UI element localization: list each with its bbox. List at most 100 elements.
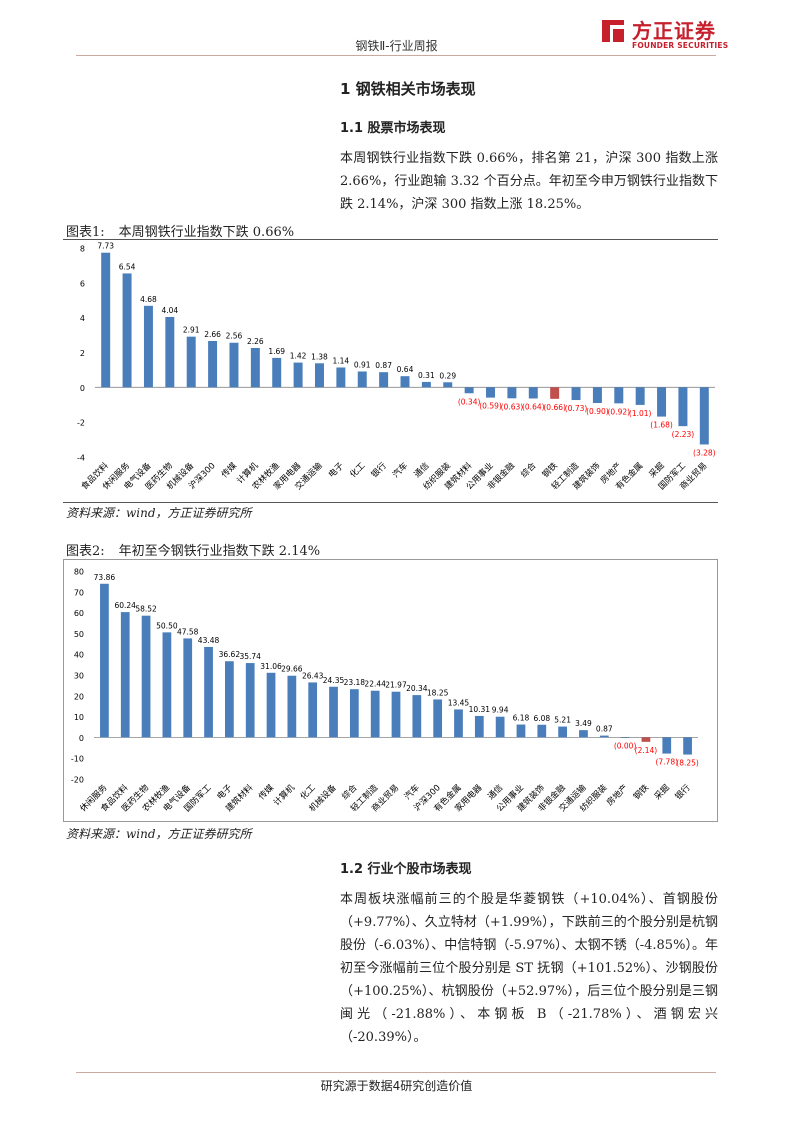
data-label: 0.91 [354, 360, 371, 369]
figure-2-source: 资料来源：wind，方正证券研究所 [66, 827, 252, 841]
y-tick-label: 20 [74, 692, 84, 701]
x-tick-label: 化工 [348, 460, 368, 480]
bar-轻工制造 [571, 387, 581, 401]
bar-建筑装饰 [537, 724, 547, 738]
data-label: 0.29 [439, 371, 456, 380]
y-tick-label: 80 [74, 568, 84, 577]
data-label: 73.86 [94, 573, 116, 582]
data-label: 6.08 [533, 714, 550, 723]
bar-建筑材料 [464, 387, 474, 394]
bar-钢铁 [550, 387, 560, 399]
footer-slogan: 研究源于数据4研究创造价值 [320, 1079, 473, 1093]
bar-计算机 [287, 675, 297, 738]
data-label: 22.44 [364, 680, 386, 689]
figure-1-bottom-rule [63, 502, 718, 503]
figure-1-label: 图表1: [66, 225, 105, 240]
data-label: 1.14 [333, 356, 350, 365]
data-label: 21.97 [385, 681, 407, 690]
bar-公用事业 [486, 387, 496, 398]
data-label: 1.69 [268, 347, 285, 356]
bar-公用事业 [516, 724, 526, 738]
bar-农林牧渔 [162, 632, 172, 738]
y-tick-label: 40 [74, 651, 84, 660]
data-label: 7.73 [97, 242, 114, 251]
bar-沪深300 [208, 341, 218, 388]
bar-家用电器 [293, 362, 303, 388]
data-label: 2.56 [226, 332, 243, 341]
bar-建筑装饰 [592, 387, 602, 404]
figure-2-label: 图表2: [66, 544, 105, 559]
data-label: (0.73) [565, 404, 588, 413]
bar-轻工制造 [370, 690, 380, 738]
section-1-heading: 1 钢铁相关市场表现 [340, 80, 476, 98]
bar-沪深300 [433, 699, 443, 738]
section-1-2-paragraph: 本周板块涨幅前三的个股是华菱钢铁（+10.04%）、首钢股份（+9.77%）、久… [340, 892, 718, 1045]
y-tick-label: 10 [74, 713, 84, 722]
data-label: (0.63) [501, 402, 524, 411]
data-label: 4.68 [140, 295, 157, 304]
data-label: 6.54 [119, 262, 136, 271]
data-label: (0.66) [543, 403, 566, 412]
bar-休闲服务 [100, 583, 109, 738]
bar-电气设备 [143, 305, 153, 388]
data-label: 2.26 [247, 337, 264, 346]
x-tick-label: 采掘 [652, 782, 672, 802]
data-label: (3.28) [693, 448, 716, 457]
bar-综合 [528, 387, 538, 399]
bar-银行 [683, 737, 692, 755]
data-label: (7.78) [655, 758, 678, 767]
data-label: 58.52 [135, 605, 157, 614]
data-label: 1.38 [311, 352, 328, 361]
footer-divider [76, 1072, 716, 1073]
bar-电子 [225, 661, 234, 738]
bar-有色金属 [635, 387, 645, 405]
data-label: (0.90) [586, 407, 609, 416]
data-label: 0.87 [375, 361, 392, 370]
data-label: 60.24 [114, 601, 136, 610]
bar-食品饮料 [120, 612, 130, 738]
data-label: 26.43 [302, 671, 324, 680]
logo-mark-icon [602, 20, 624, 42]
data-label: (0.59) [479, 402, 502, 411]
bar-商业贸易 [699, 387, 709, 445]
y-tick-label: 4 [80, 314, 85, 323]
data-label: (0.00) [614, 741, 637, 750]
bar-汽车 [400, 376, 410, 388]
x-tick-label: 钢铁 [631, 782, 651, 802]
section-1-1-paragraph: 本周钢铁行业指数下跌 0.66%，排名第 21，沪深 300 指数上涨 2.66… [340, 151, 718, 212]
figure-2-caption: 图表2: 年初至今钢铁行业指数下跌 2.14% [66, 540, 320, 559]
figure-1-caption: 图表1: 本周钢铁行业指数下跌 0.66% [66, 221, 294, 240]
data-label: 2.91 [183, 326, 200, 335]
data-label: 35.74 [239, 652, 261, 661]
figure-1-top-rule [63, 239, 718, 240]
data-label: (0.92) [608, 407, 631, 416]
bar-农林牧渔 [272, 357, 282, 388]
bar-电子 [336, 367, 346, 388]
y-tick-label: -4 [77, 454, 85, 463]
bar-交通运输 [314, 363, 324, 388]
y-tick-label: 70 [74, 588, 84, 597]
y-tick-label: 30 [74, 672, 84, 681]
x-tick-label: 汽车 [390, 460, 410, 480]
data-label: 1.42 [290, 352, 307, 361]
bar-纺织服装 [443, 382, 453, 388]
data-label: (1.68) [650, 421, 673, 430]
bar-化工 [308, 682, 318, 738]
bar-通信 [495, 716, 505, 738]
bar-医药生物 [141, 615, 151, 738]
bar-商业贸易 [391, 691, 401, 738]
company-logo: 方正证券 FOUNDER SECURITIES [598, 14, 728, 54]
y-tick-label: -10 [71, 755, 84, 764]
data-label: 2.66 [204, 330, 221, 339]
bar-医药生物 [165, 316, 175, 388]
x-tick-label: 银行 [369, 460, 389, 480]
logo-english-name: FOUNDER SECURITIES [632, 41, 729, 50]
section-1-2-heading: 1.2 行业个股市场表现 [340, 862, 472, 877]
figure-1-title: 本周钢铁行业指数下跌 0.66% [118, 225, 295, 240]
x-tick-label: 综合 [519, 460, 539, 480]
figure-2-frame [63, 559, 718, 822]
data-label: 13.45 [448, 698, 470, 707]
y-tick-label: -2 [77, 419, 85, 428]
figure-2-bar-chart: -20-100102030405060708073.86休闲服务60.24食品饮… [71, 568, 699, 815]
